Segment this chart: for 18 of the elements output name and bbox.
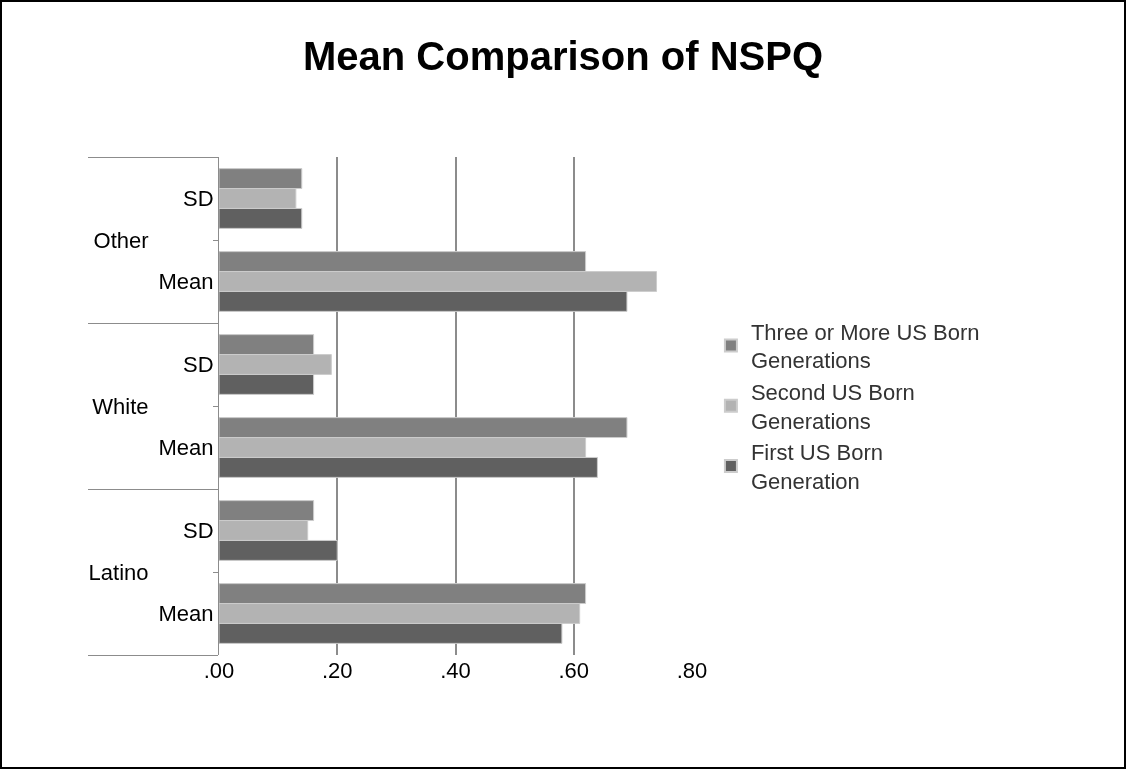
legend-label: Three or More US Born Generations [750,319,980,374]
text: White [92,393,149,419]
y-tick-label: SD [183,186,214,212]
text: Other [93,227,149,253]
x-tick-label: .60 [558,658,590,683]
x-tick-label: .20 [321,658,353,683]
y-tick-label: Mean [158,601,214,627]
x-tick-label: .80 [676,658,708,683]
legend-label: First US Born Generation [750,440,883,494]
x-tick-label: .00 [203,658,235,683]
legend-label: Second US Born Generations [750,380,915,434]
y-tick-label: SD [183,518,214,544]
text: Latino [88,559,149,585]
y-tick-label: Mean [158,435,214,461]
y-tick-label: Mean [158,269,214,295]
chart-title: Mean Comparison of NSPQ [302,33,824,78]
y-tick-label: SD [183,352,214,378]
x-tick-label: .40 [440,658,471,683]
